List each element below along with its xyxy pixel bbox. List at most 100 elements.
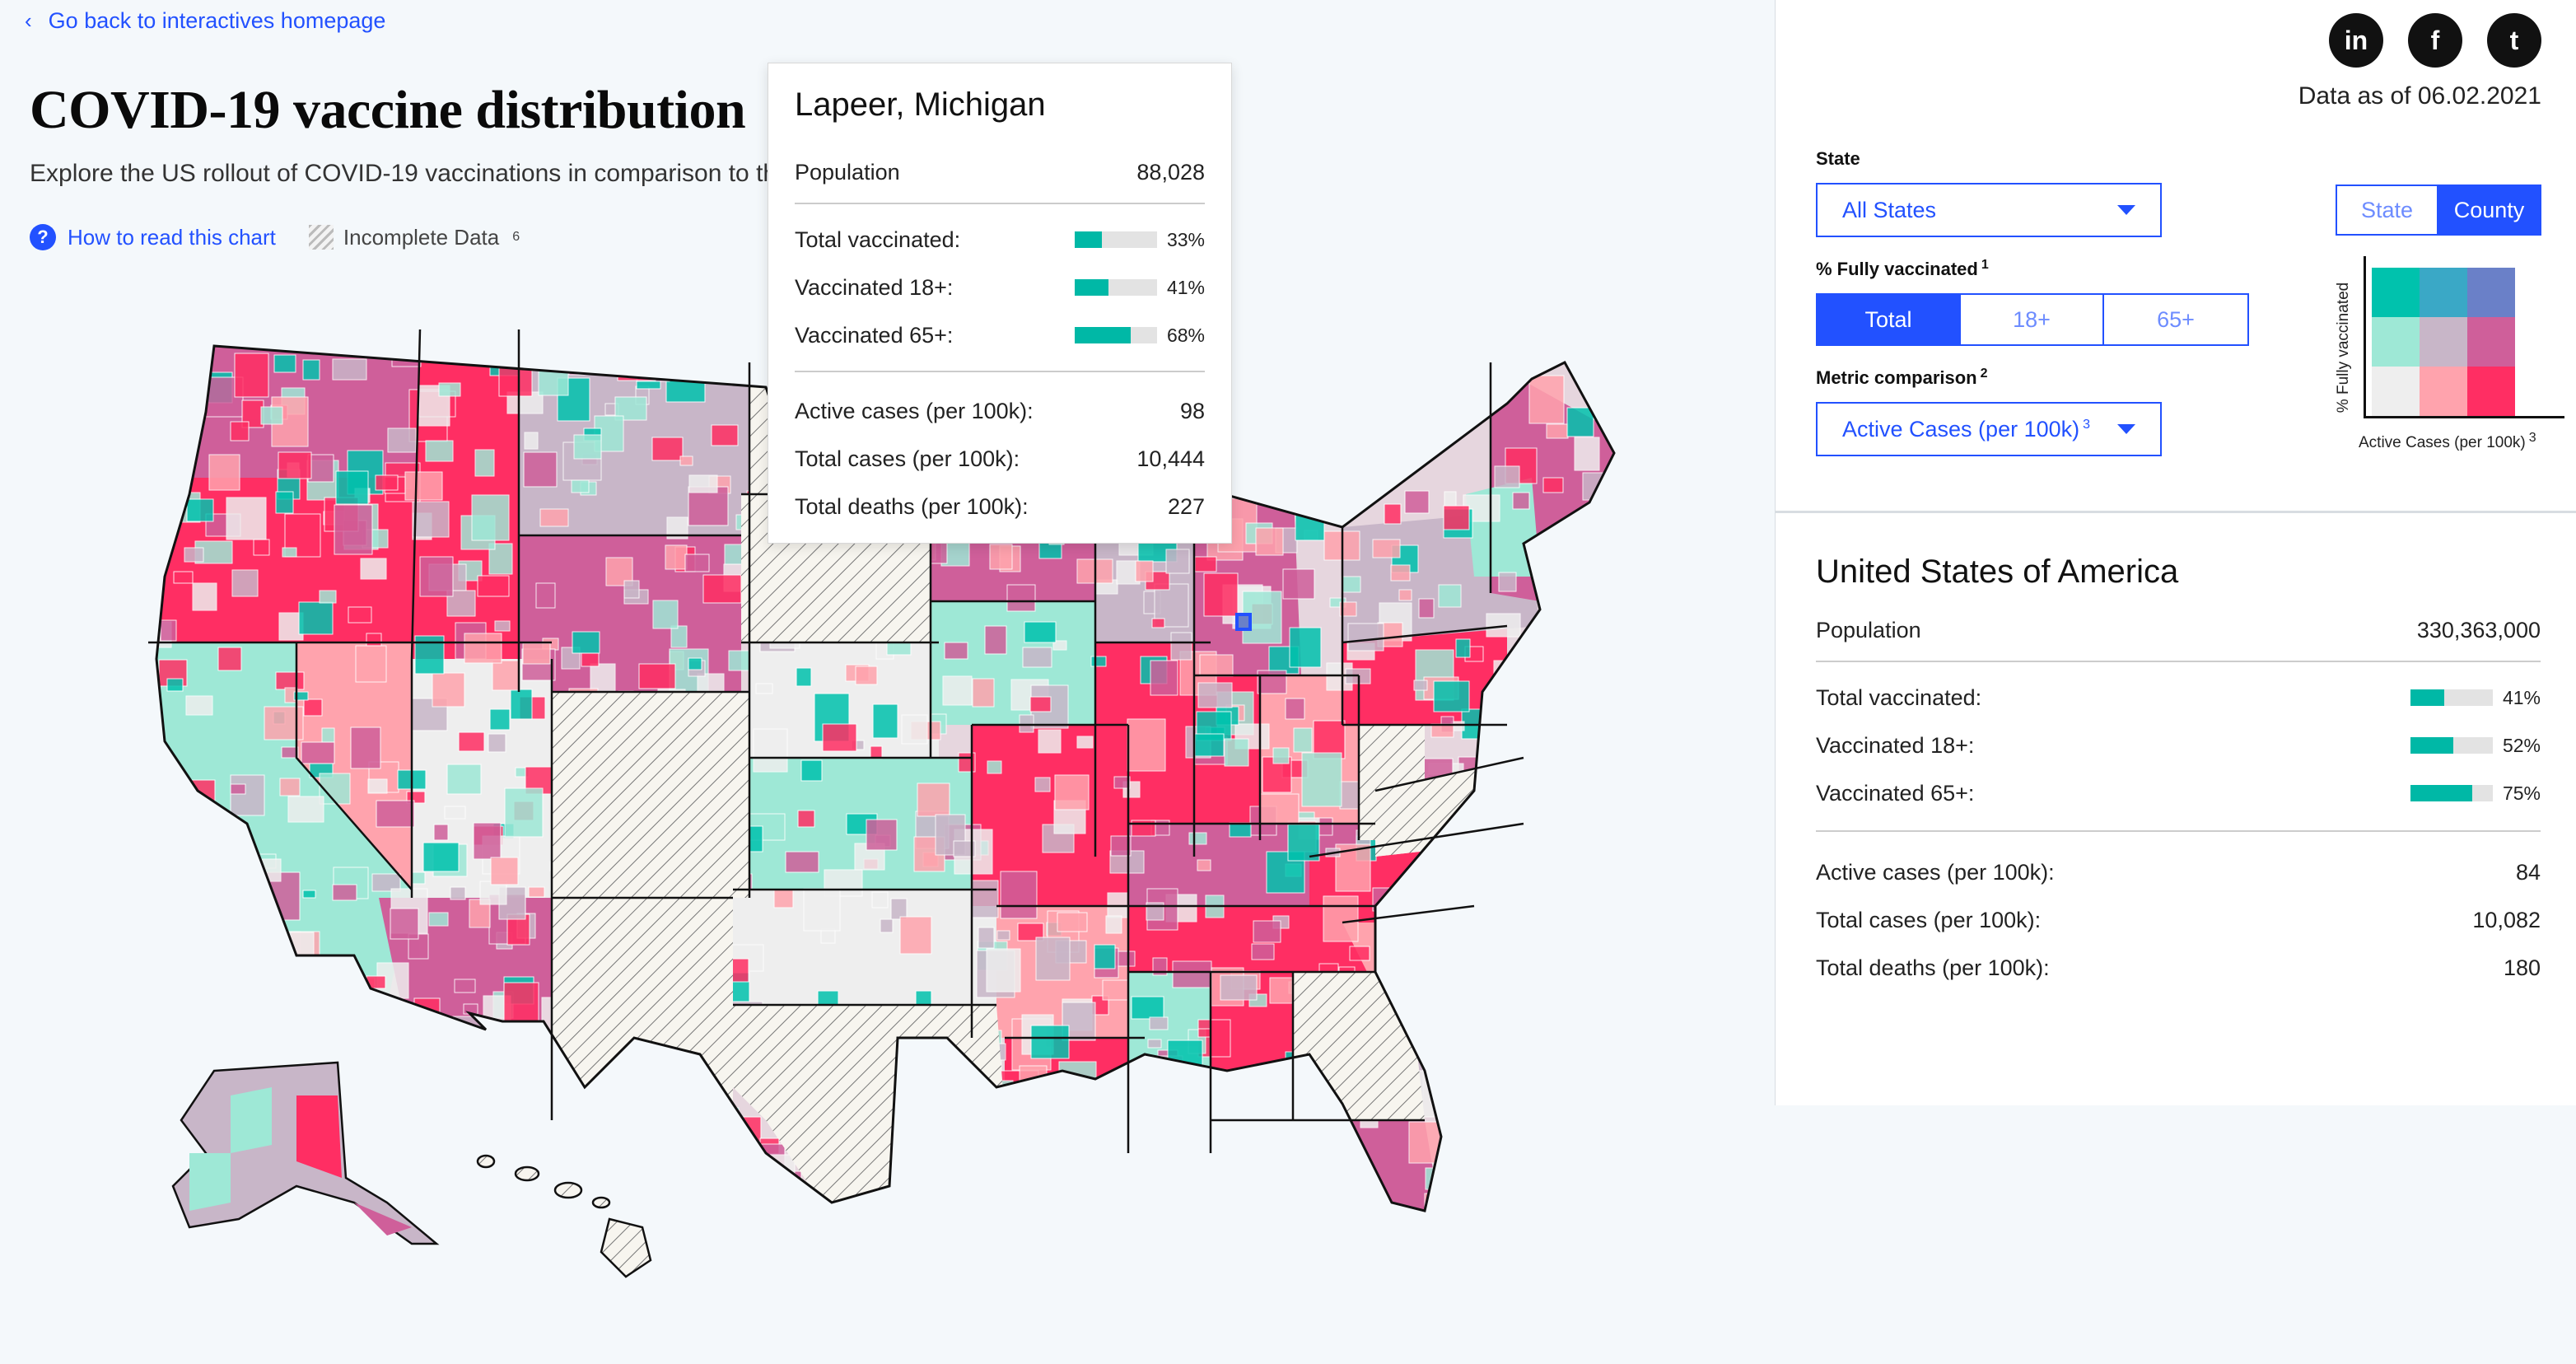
county-cell[interactable] xyxy=(1174,1104,1188,1121)
county-cell[interactable] xyxy=(287,987,318,1025)
county-cell[interactable] xyxy=(1618,1070,1641,1095)
county-cell[interactable] xyxy=(422,842,460,872)
county-cell[interactable] xyxy=(679,455,693,466)
county-cell[interactable] xyxy=(1370,390,1392,404)
county-cell[interactable] xyxy=(230,774,265,816)
county-cell[interactable] xyxy=(1458,939,1491,983)
county-cell[interactable] xyxy=(275,491,294,514)
county-cell[interactable] xyxy=(432,672,465,708)
county-cell[interactable] xyxy=(688,486,729,526)
county-cell[interactable] xyxy=(820,928,836,944)
county-cell[interactable] xyxy=(1539,1053,1574,1081)
county-cell[interactable] xyxy=(1613,960,1642,983)
county-cell[interactable] xyxy=(565,1106,593,1128)
county-cell[interactable] xyxy=(1596,1100,1630,1138)
county-cell[interactable] xyxy=(1237,1194,1263,1212)
county-cell[interactable] xyxy=(302,359,320,381)
twitter-icon[interactable]: t xyxy=(2487,13,2541,68)
county-cell[interactable] xyxy=(1617,921,1632,939)
county-cell[interactable] xyxy=(428,912,449,927)
county-cell[interactable] xyxy=(803,888,841,932)
county-cell[interactable] xyxy=(1608,888,1622,901)
county-cell[interactable] xyxy=(953,840,976,857)
county-cell[interactable] xyxy=(814,1209,831,1228)
county-cell[interactable] xyxy=(677,1208,712,1239)
county-cell[interactable] xyxy=(1486,613,1521,638)
county-cell[interactable] xyxy=(1283,378,1322,426)
county-cell[interactable] xyxy=(903,1208,917,1220)
county-cell[interactable] xyxy=(1455,638,1471,658)
county-cell[interactable] xyxy=(489,708,511,731)
county-cell[interactable] xyxy=(1105,915,1122,934)
county-cell[interactable] xyxy=(254,1047,272,1070)
county-cell[interactable] xyxy=(179,814,215,860)
county-cell[interactable] xyxy=(1492,676,1533,724)
county-cell[interactable] xyxy=(319,590,337,604)
county-cell[interactable] xyxy=(800,759,823,782)
county-cell[interactable] xyxy=(894,1180,912,1195)
county-cell[interactable] xyxy=(573,434,602,460)
county-cell[interactable] xyxy=(1509,908,1550,937)
county-cell[interactable] xyxy=(1253,920,1281,943)
county-cell[interactable] xyxy=(1261,1121,1290,1148)
county-cell[interactable] xyxy=(226,497,267,540)
county-cell[interactable] xyxy=(651,437,684,461)
county-cell[interactable] xyxy=(1150,660,1178,696)
state-dropdown[interactable]: All States xyxy=(1816,183,2162,237)
county-cell[interactable] xyxy=(1517,760,1549,788)
county-cell[interactable] xyxy=(278,451,312,479)
county-cell[interactable] xyxy=(1573,1152,1612,1194)
county-cell[interactable] xyxy=(1553,633,1586,667)
county-cell[interactable] xyxy=(768,1165,784,1180)
county-cell[interactable] xyxy=(576,1091,613,1134)
county-cell[interactable] xyxy=(275,671,305,690)
county-cell[interactable] xyxy=(785,851,819,873)
county-cell[interactable] xyxy=(1558,894,1596,918)
county-cell[interactable] xyxy=(1405,1001,1434,1039)
county-cell[interactable] xyxy=(1494,465,1520,488)
county-cell[interactable] xyxy=(1200,1154,1226,1173)
county-cell[interactable] xyxy=(1443,845,1472,864)
county-cell[interactable] xyxy=(492,660,520,691)
county-cell[interactable] xyxy=(1165,549,1190,574)
county-cell[interactable] xyxy=(638,663,676,689)
county-cell[interactable] xyxy=(319,773,351,805)
county-cell[interactable] xyxy=(386,1130,413,1156)
facebook-icon[interactable]: f xyxy=(2408,13,2462,68)
county-cell[interactable] xyxy=(1301,752,1342,807)
county-cell[interactable] xyxy=(192,582,217,611)
county-cell[interactable] xyxy=(581,1175,615,1198)
county-cell[interactable] xyxy=(1035,937,1071,981)
county-cell[interactable] xyxy=(617,357,637,379)
county-cell[interactable] xyxy=(1490,1070,1531,1110)
county-cell[interactable] xyxy=(901,714,928,745)
county-cell[interactable] xyxy=(1034,777,1051,792)
county-cell[interactable] xyxy=(631,1155,656,1185)
county-cell[interactable] xyxy=(1045,1121,1064,1137)
county-cell[interactable] xyxy=(198,815,229,834)
county-cell[interactable] xyxy=(1454,1012,1477,1042)
county-cell[interactable] xyxy=(477,575,510,597)
county-cell[interactable] xyxy=(1463,1194,1496,1217)
county-cell[interactable] xyxy=(1418,598,1435,619)
county-cell[interactable] xyxy=(438,382,461,397)
county-cell[interactable] xyxy=(237,993,264,1020)
county-cell[interactable] xyxy=(366,1141,384,1161)
county-cell[interactable] xyxy=(348,606,372,624)
county-cell[interactable] xyxy=(306,1002,345,1043)
county-cell[interactable] xyxy=(987,760,1002,774)
county-cell[interactable] xyxy=(423,1170,450,1197)
county-cell[interactable] xyxy=(1532,1011,1556,1037)
county-cell[interactable] xyxy=(184,547,204,563)
county-cell[interactable] xyxy=(572,631,600,654)
county-cell[interactable] xyxy=(336,981,373,1005)
county-cell[interactable] xyxy=(1306,1192,1335,1223)
county-cell[interactable] xyxy=(1580,1043,1618,1074)
county-cell[interactable] xyxy=(1170,632,1192,661)
county-cell[interactable] xyxy=(1306,484,1332,506)
county-cell[interactable] xyxy=(404,471,443,501)
county-cell[interactable] xyxy=(641,1156,665,1188)
county-cell[interactable] xyxy=(1628,358,1640,368)
county-cell[interactable] xyxy=(1548,895,1563,904)
county-cell[interactable] xyxy=(399,1095,415,1107)
